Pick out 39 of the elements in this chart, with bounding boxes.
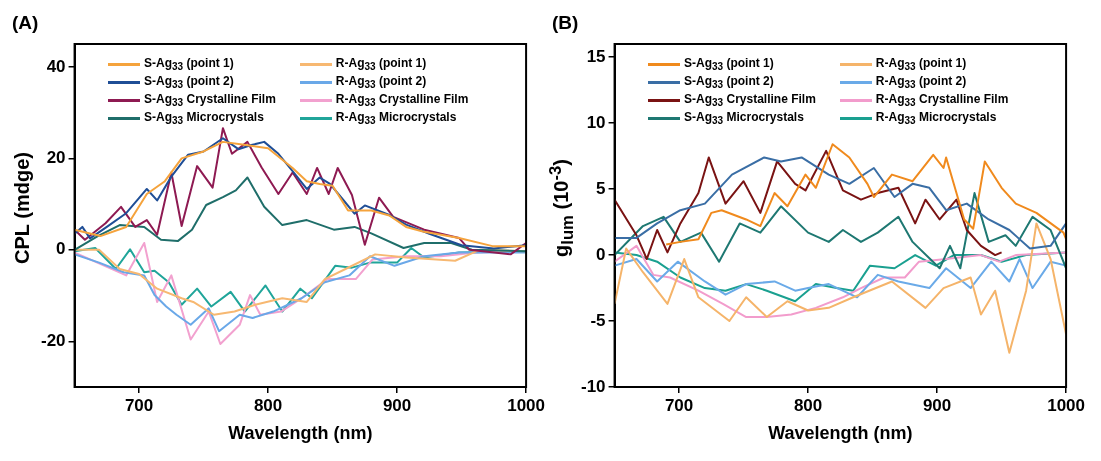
y-tick-label: 0 <box>56 239 66 259</box>
legend-label: R-Ag$_{33}$ (point 1) <box>875 55 967 73</box>
y-tick-label: 40 <box>46 56 66 76</box>
x-axis-title: Wavelength (nm) <box>768 423 913 444</box>
y-tick-label: 0 <box>596 244 606 264</box>
legend-label: S-Ag$_{33}$ (point 2) <box>684 73 774 91</box>
chart-title: (B) <box>552 12 579 34</box>
legend-label: S-Ag$_{33}$ Crystalline Film <box>684 91 816 109</box>
y-tick-label: 10 <box>586 112 606 132</box>
x-tick-label: 1000 <box>507 395 545 415</box>
legend-label: S-Ag$_{33}$ (point 1) <box>144 55 234 73</box>
legend-label: R-Ag$_{33}$ Microcrystals <box>335 109 457 127</box>
y-tick-label: -5 <box>590 310 606 330</box>
legend-label: R-Ag$_{33}$ (point 1) <box>335 55 427 73</box>
legend-label: S-Ag$_{33}$ Microcrystals <box>144 109 264 127</box>
legend-label: S-Ag$_{33}$ (point 1) <box>684 55 774 73</box>
legend-label: R-Ag$_{33}$ Crystalline Film <box>335 91 469 109</box>
legend-label: R-Ag$_{33}$ (point 2) <box>875 73 967 91</box>
x-tick-label: 900 <box>382 395 412 415</box>
legend-label: S-Ag$_{33}$ (point 2) <box>144 73 234 91</box>
legend-label: S-Ag$_{33}$ Crystalline Film <box>144 91 276 109</box>
y-tick-label: 5 <box>596 178 606 198</box>
y-tick-label: -10 <box>580 376 606 396</box>
y-axis-title: CPL (mdge) <box>10 152 34 264</box>
legend-label: R-Ag$_{33}$ Microcrystals <box>875 109 997 127</box>
legend-label: S-Ag$_{33}$ Microcrystals <box>684 109 804 127</box>
x-axis-title: Wavelength (nm) <box>228 423 373 444</box>
x-tick-label: 700 <box>664 395 694 415</box>
legend-label: R-Ag$_{33}$ Crystalline Film <box>875 91 1009 109</box>
y-tick-label: 20 <box>46 148 66 168</box>
x-tick-label: 700 <box>124 395 154 415</box>
x-tick-label: 800 <box>253 395 283 415</box>
x-tick-label: 800 <box>793 395 823 415</box>
x-tick-label: 900 <box>922 395 952 415</box>
chart-title: (A) <box>12 12 39 34</box>
x-tick-label: 1000 <box>1047 395 1085 415</box>
y-tick-label: 15 <box>586 46 606 66</box>
y-tick-label: -20 <box>40 330 66 350</box>
legend-label: R-Ag$_{33}$ (point 2) <box>335 73 427 91</box>
